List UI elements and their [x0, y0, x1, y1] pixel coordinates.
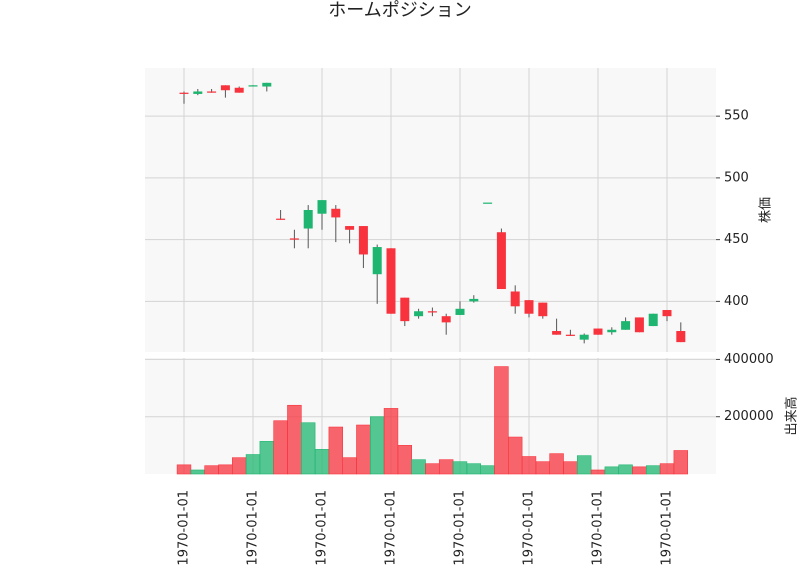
candle-body [469, 298, 479, 302]
volume-bar [190, 469, 205, 475]
candle-body [496, 232, 506, 290]
candle-body [607, 329, 617, 333]
volume-bar [176, 464, 192, 475]
candle-body [427, 311, 437, 313]
volume-bar [480, 465, 495, 475]
x-tick-label: 1970-01-01 [591, 490, 606, 566]
volume-bar [521, 456, 537, 475]
volume-panel [145, 358, 716, 474]
candle-body [621, 321, 631, 330]
volume-bar [328, 426, 343, 475]
volume-bar [632, 466, 647, 475]
candle-body [455, 308, 465, 315]
candle-body [510, 291, 520, 307]
price-panel [145, 68, 716, 352]
volume-bar [232, 457, 247, 475]
volume-bar [673, 450, 689, 475]
volume-bar [659, 463, 675, 475]
volume-bar [452, 461, 468, 475]
candle-body [331, 208, 341, 218]
volume-bar [245, 454, 261, 475]
volume-bar [397, 445, 412, 475]
candle-body [276, 218, 286, 220]
candle-body [524, 300, 534, 314]
candle-body [234, 87, 244, 93]
x-tick-label: 1970-01-01 [246, 490, 261, 566]
candle-body [483, 202, 493, 204]
volume-bar [383, 408, 399, 475]
candle-body [248, 85, 258, 87]
candle-body [400, 297, 410, 322]
candle-body [648, 313, 658, 327]
candle-body [386, 248, 396, 314]
candle-body [317, 200, 327, 214]
x-tick-label: 1970-01-01 [315, 490, 330, 566]
y-tick-label: 500 [724, 170, 749, 185]
volume-bar [549, 453, 564, 475]
x-tick-label: 1970-01-01 [384, 490, 399, 566]
candle-body [579, 334, 589, 340]
volume-bar [645, 465, 661, 475]
volume-bar [356, 424, 371, 475]
candle-body [179, 92, 189, 94]
candle-body [414, 311, 424, 317]
volume-bar [300, 422, 316, 475]
candle-body [220, 85, 230, 91]
volume-bar [273, 420, 288, 475]
volume-bar [259, 441, 274, 475]
chart-title: ホームポジション [328, 0, 471, 21]
volume-axis-label: 出来高 [784, 396, 800, 435]
volume-bar [604, 466, 620, 475]
volume-bar [342, 457, 357, 475]
candle-body [207, 91, 217, 93]
candle-body [262, 82, 272, 87]
y-axis-label: 株価 [759, 197, 774, 223]
y-tick-label: 550 [724, 109, 749, 124]
candle-body [345, 226, 355, 230]
candle-body [552, 331, 562, 335]
volume-bar [576, 455, 592, 475]
volume-bar [425, 463, 440, 475]
y-tick-label: 450 [724, 232, 749, 247]
x-tick-label: 1970-01-01 [660, 490, 675, 566]
volume-bar [314, 449, 330, 475]
candle-body [593, 328, 603, 335]
x-tick-label: 1970-01-01 [177, 490, 192, 566]
y-tick-label: 400 [724, 294, 749, 309]
x-tick-label: 1970-01-01 [522, 490, 537, 566]
volume-bar [507, 436, 523, 475]
candle-body [303, 210, 313, 229]
candle-body [538, 302, 548, 317]
volume-bar [466, 463, 481, 475]
x-tick-label: 1970-01-01 [453, 490, 468, 566]
volume-bar [494, 366, 509, 475]
candle-body [372, 247, 382, 275]
candle-body [634, 317, 644, 333]
candle-body [193, 91, 203, 94]
volume-tick-label: 400000 [724, 352, 774, 367]
volume-bar [204, 465, 219, 475]
candle-body [358, 226, 368, 255]
volume-bar [535, 461, 551, 475]
candle-body [662, 310, 672, 317]
volume-bar [218, 464, 233, 475]
volume-bar [618, 464, 633, 475]
volume-bar [287, 404, 302, 475]
candle-body [289, 238, 299, 240]
candle-body [441, 316, 451, 323]
candle-body [676, 331, 686, 343]
volume-bar [590, 469, 606, 475]
volume-bar [369, 416, 385, 475]
volume-bar [411, 459, 426, 475]
candle-body [565, 334, 575, 336]
volume-bar [563, 461, 578, 475]
volume-bar [438, 459, 454, 475]
volume-tick-label: 200000 [724, 409, 774, 424]
